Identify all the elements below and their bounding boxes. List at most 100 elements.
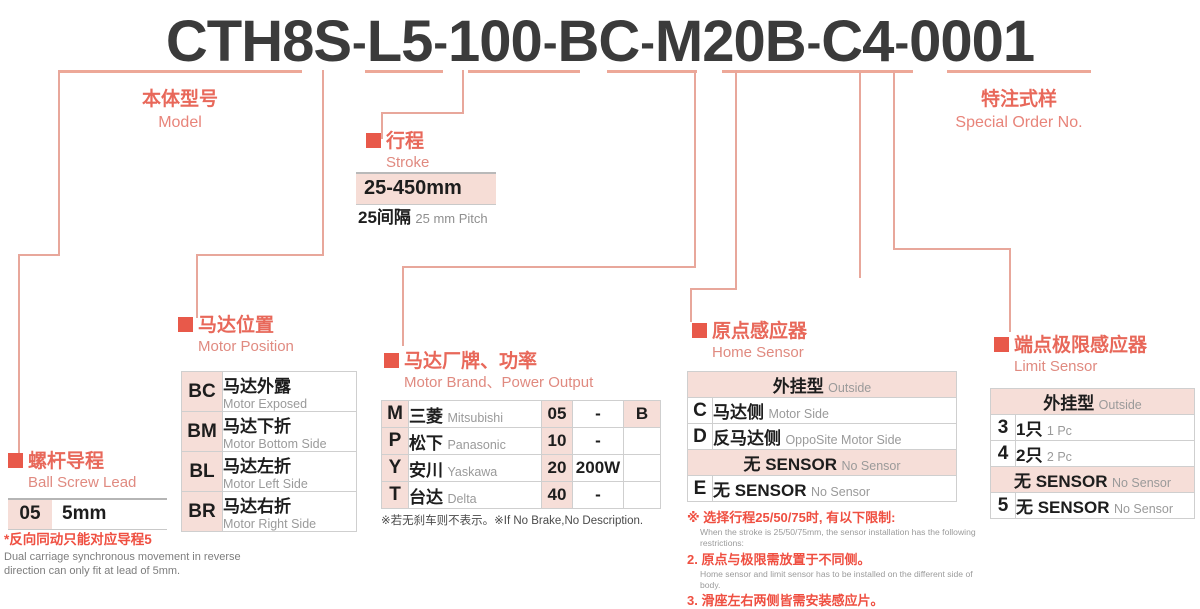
motorpos-code: BR [181, 491, 223, 532]
power-value: - [572, 427, 624, 455]
brand-name-cn: 台达 [409, 487, 443, 507]
table-row: M 三菱 Mitsubishi 05 - B [381, 400, 661, 428]
limit-group-outside: 外挂型 Outside [990, 388, 1195, 415]
lead-note-cn: *反向同动只能对应导程5 [4, 532, 152, 547]
motorpos-desc-cn: 马达右折 [223, 497, 291, 516]
home-heading-cn: 原点感应器 [692, 322, 807, 341]
model-segment-motor-position: BC [557, 9, 640, 74]
power-code: 20 [541, 454, 573, 482]
brand-heading-cn: 马达厂牌、功率 [384, 352, 593, 371]
underline-body [58, 70, 302, 73]
table-row: T 台达 Delta 40 - [381, 481, 661, 509]
label-model-en: Model [158, 114, 202, 131]
limit-code: 5 [990, 492, 1016, 519]
limit-group-outside-en: Outside [1098, 398, 1142, 412]
home-desc-cn: 反马达侧 [713, 429, 781, 448]
brand-code: Y [381, 454, 409, 482]
label-model: 本体型号 Model [60, 84, 300, 132]
table-group-header: 外挂型 Outside [990, 388, 1195, 415]
table-row: Y 安川 Yaskawa 20 200W [381, 454, 661, 482]
motorpos-desc: 马达外露 Motor Exposed [222, 371, 357, 412]
home-group-nosensor-cn: 无 SENSOR [743, 455, 837, 474]
table-row: 05 5mm [8, 498, 167, 530]
motorpos-code: BC [181, 371, 223, 412]
connector-lead-h1 [18, 254, 60, 256]
limit-group-outside-cn: 外挂型 [1043, 394, 1095, 413]
connector-brand-v1 [694, 70, 696, 268]
section-ball-screw-lead: 螺杆导程 Ball Screw Lead [8, 452, 136, 490]
bullet-square-icon [366, 133, 381, 148]
limit-desc: 无 SENSOR No Sensor [1015, 492, 1195, 519]
home-desc-en: Motor Side [768, 407, 829, 421]
motorpos-code: BL [181, 451, 223, 492]
home-desc: 无 SENSOR No Sensor [712, 475, 957, 502]
table-row: P 松下 Panasonic 10 - [381, 427, 661, 455]
lead-code: 05 [8, 498, 52, 530]
home-group-outside-en: Outside [828, 381, 872, 395]
section-stroke: 行程 Stroke [366, 132, 429, 170]
home-note-2-cn: 2. 原点与极限需放置于不同侧。 [687, 551, 871, 567]
home-desc-en: No Sensor [810, 485, 871, 499]
brand-code: P [381, 427, 409, 455]
home-desc: 反马达侧 OppoSite Motor Side [712, 423, 957, 450]
connector-motorpos-v2 [196, 254, 198, 318]
motorpos-desc-en: Motor Right Side [223, 517, 317, 531]
stroke-heading-en: Stroke [386, 154, 430, 171]
underline-lead [365, 70, 443, 73]
section-motor-position: 马达位置 Motor Position [178, 316, 294, 354]
ball-screw-lead-table: 05 5mm [8, 498, 167, 530]
brand-name-cn: 安川 [409, 460, 443, 480]
stroke-pitch-cn: 25间隔 [358, 208, 411, 227]
brand-name-en: Mitsubishi [447, 410, 504, 425]
brand-code: M [381, 400, 409, 428]
brand-name: 台达 Delta [408, 481, 542, 509]
connector-brand-v2 [402, 266, 404, 346]
connector-limit-v0 [893, 70, 895, 250]
motorpos-desc-cn: 马达外露 [223, 377, 291, 396]
table-row: BR 马达右折 Motor Right Side [181, 491, 357, 532]
brand-code: T [381, 481, 409, 509]
limit-desc: 1只 1 Pc [1015, 414, 1195, 441]
motor-brand-table: M 三菱 Mitsubishi 05 - B P 松下 Panasonic 10… [381, 400, 661, 509]
underline-stroke [468, 70, 580, 73]
brand-name-en: Yaskawa [447, 464, 498, 479]
model-segment-special-order: 0001 [909, 9, 1035, 74]
power-value: - [572, 481, 624, 509]
table-row: C 马达侧 Motor Side [687, 397, 957, 424]
section-limit-sensor: 端点极限感应器 Limit Sensor [994, 336, 1147, 374]
brand-name-cn: 松下 [409, 433, 443, 453]
model-segment-stroke: 100 [448, 9, 543, 74]
limit-desc-cn: 无 SENSOR [1016, 498, 1110, 517]
home-note-1-en: When the stroke is 25/50/75mm, the senso… [700, 527, 976, 549]
home-desc-cn: 马达侧 [713, 403, 764, 422]
power-value: - [572, 400, 624, 428]
home-group-nosensor-en: No Sensor [841, 459, 901, 473]
limit-heading-en: Limit Sensor [1014, 358, 1098, 375]
lead-value: 5mm [52, 498, 167, 530]
brand-heading-en: Motor Brand、Power Output [404, 374, 594, 391]
brand-name: 三菱 Mitsubishi [408, 400, 542, 428]
power-code: 40 [541, 481, 573, 509]
ball-screw-lead-note: *反向同动只能对应导程5 Dual carriage synchronous m… [4, 528, 244, 578]
connector-limit-v2 [1009, 248, 1011, 332]
connector-home-v2 [690, 288, 692, 322]
model-separator: - [433, 18, 448, 67]
table-row: 5 无 SENSOR No Sensor [990, 492, 1195, 519]
brake-code [623, 481, 661, 509]
limit-heading-cn-text: 端点极限感应器 [1014, 335, 1148, 356]
brand-name-en: Delta [447, 491, 477, 506]
limit-code: 4 [990, 440, 1016, 467]
home-heading-cn-text: 原点感应器 [712, 321, 808, 342]
underline-special-order [947, 70, 1091, 73]
limit-group-nosensor: 无 SENSOR No Sensor [990, 466, 1195, 493]
limit-desc-en: 1 Pc [1046, 424, 1072, 438]
model-separator: - [352, 18, 367, 67]
motorpos-desc: 马达左折 Motor Left Side [222, 451, 357, 492]
stroke-pitch: 25间隔 25 mm Pitch [358, 203, 488, 228]
stroke-pitch-en: 25 mm Pitch [415, 211, 488, 226]
table-group-header: 无 SENSOR No Sensor [687, 449, 957, 476]
stroke-value: 25-450mm [364, 177, 462, 199]
model-separator: - [894, 18, 909, 67]
motorpos-desc: 马达下折 Motor Bottom Side [222, 411, 357, 452]
brake-code: B [623, 400, 661, 428]
